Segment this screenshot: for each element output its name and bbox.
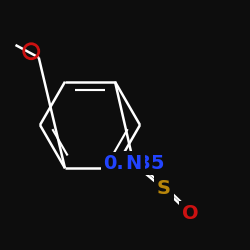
Text: S: S: [157, 179, 171, 198]
Text: 0.535: 0.535: [103, 154, 164, 173]
Text: N: N: [126, 154, 142, 173]
Text: O: O: [182, 204, 198, 223]
